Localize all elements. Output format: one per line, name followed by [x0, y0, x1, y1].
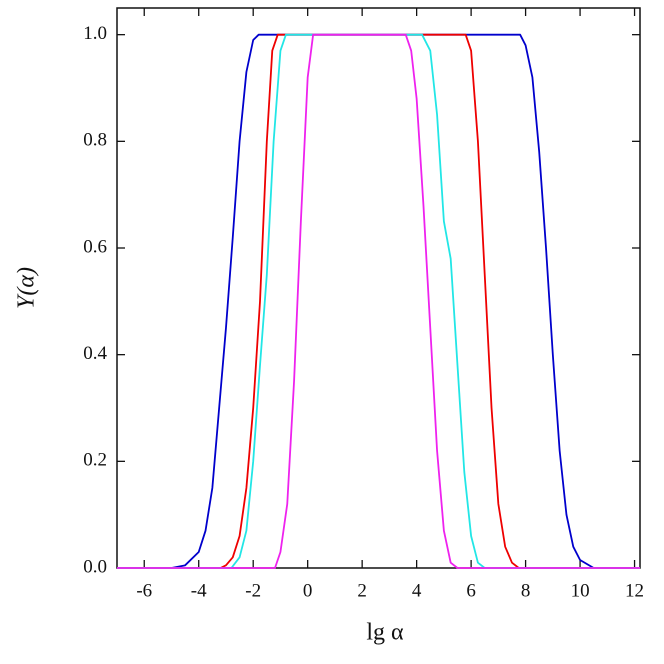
- x-tick-label: 6: [466, 580, 476, 601]
- line-series: [117, 33, 640, 569]
- x-tick-label: 10: [571, 580, 590, 601]
- x-tick-label: 0: [303, 580, 313, 601]
- x-tick-label: 2: [357, 580, 367, 601]
- y-tick-label: 1.0: [83, 23, 107, 44]
- y-tick-label: 0.8: [83, 130, 107, 151]
- y-tick-label: 0.6: [83, 236, 107, 257]
- y-tick-label: 0.0: [83, 556, 107, 577]
- line-series: [117, 33, 640, 569]
- y-axis-label: Y(α): [14, 267, 40, 309]
- plot-frame: [116, 7, 641, 569]
- x-tick-label: -4: [191, 580, 207, 601]
- y-tick-label: 0.2: [83, 450, 107, 471]
- x-tick-label: -6: [136, 580, 152, 601]
- x-tick-label: 4: [412, 580, 422, 601]
- x-axis-label: lg α: [366, 620, 404, 646]
- x-tick-label: 8: [521, 580, 531, 601]
- line-series: [117, 33, 640, 569]
- x-tick-label: 12: [625, 580, 644, 601]
- line-series: [117, 33, 640, 569]
- y-tick-label: 0.4: [83, 343, 107, 364]
- x-tick-label: -2: [245, 580, 261, 601]
